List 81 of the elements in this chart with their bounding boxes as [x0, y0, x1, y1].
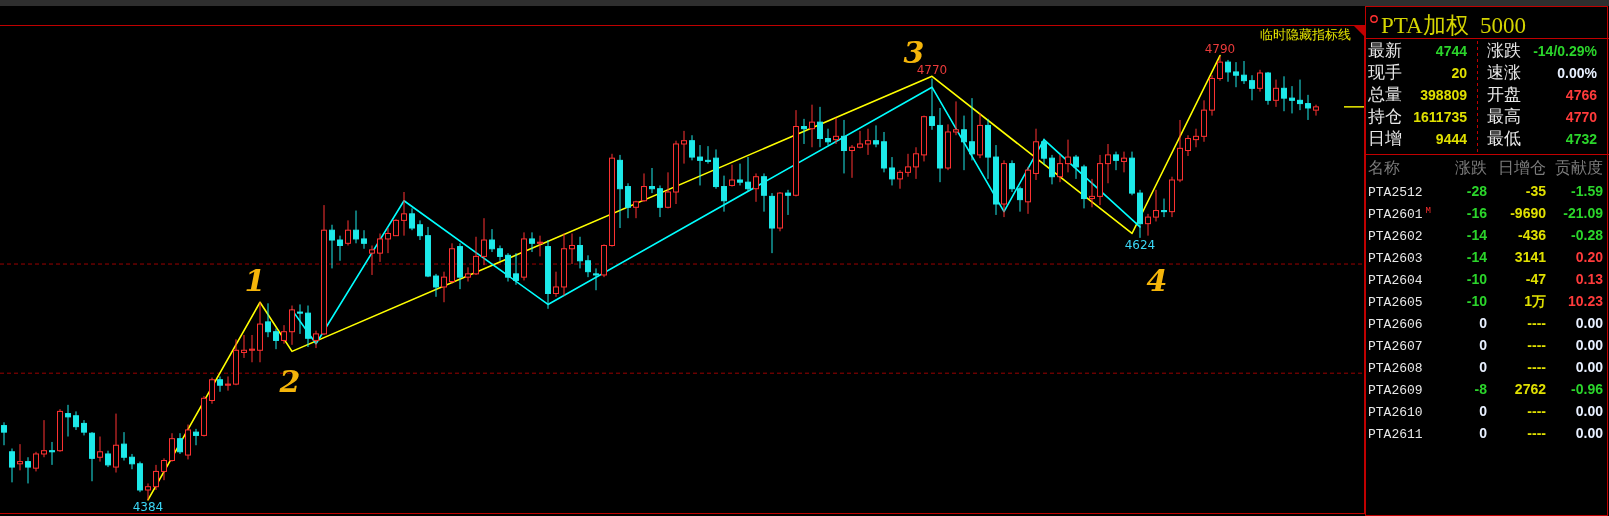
text: 0: [1479, 337, 1488, 353]
text: 4790: [1204, 41, 1236, 56]
text: PTA2601$^{M}$: [1368, 204, 1432, 222]
text: 4770: [1565, 109, 1598, 125]
annotation: 2: [278, 364, 301, 399]
text: ----: [1527, 337, 1547, 353]
text: PTA2611: [1368, 427, 1423, 442]
text: PTA2512: [1368, 185, 1423, 200]
annotation: 4: [1146, 263, 1168, 298]
text: 1611735: [1413, 109, 1468, 125]
text: 4732: [1565, 131, 1598, 147]
text: -10: [1466, 293, 1488, 309]
text: 4744: [1435, 43, 1468, 59]
text: 最新: [1368, 40, 1402, 60]
text: 10.23: [1567, 293, 1604, 309]
text: 398809: [1420, 87, 1468, 103]
text: 开盘: [1487, 84, 1521, 104]
text: 0.00: [1575, 425, 1604, 441]
text: PTA2605: [1368, 295, 1423, 310]
text: 0.00: [1575, 403, 1604, 419]
text: PTA2609: [1368, 383, 1423, 398]
text: 3141: [1514, 249, 1547, 265]
text: 4624: [1124, 237, 1156, 252]
text: 0: [1479, 403, 1488, 419]
text: -0.96: [1571, 381, 1604, 397]
text: ----: [1527, 359, 1547, 375]
text: 0.00%: [1557, 65, 1598, 81]
text: 涨跌: [1455, 158, 1487, 177]
text: 0: [1479, 359, 1488, 375]
text: 0: [1479, 315, 1488, 331]
text: 0.00: [1575, 315, 1604, 331]
text: 4384: [132, 499, 164, 514]
text: 速涨: [1487, 62, 1521, 82]
text: -0.28: [1571, 227, 1604, 243]
text: -28: [1466, 183, 1488, 199]
text: -436: [1517, 227, 1547, 243]
text: PTA2608: [1368, 361, 1423, 376]
text: 20: [1451, 65, 1468, 81]
text: PTA2606: [1368, 317, 1423, 332]
text: 名称: [1368, 158, 1400, 177]
text: -47: [1525, 271, 1547, 287]
text: 现手: [1368, 62, 1402, 82]
text: 0.00: [1575, 359, 1604, 375]
text: PTA2602: [1368, 229, 1423, 244]
text: -1.59: [1571, 183, 1604, 199]
text: -10: [1466, 271, 1488, 287]
text: PTA2604: [1368, 273, 1423, 288]
text: ----: [1527, 403, 1547, 419]
text: -16: [1466, 205, 1488, 221]
annotation: 临时隐藏指标线: [1260, 27, 1351, 42]
text: -14: [1466, 227, 1488, 243]
text: 总量: [1367, 84, 1402, 104]
text: 日增仓: [1498, 158, 1546, 177]
text: 0.00: [1575, 337, 1604, 353]
text: 日增: [1368, 128, 1402, 148]
text: ----: [1527, 315, 1547, 331]
text: ----: [1527, 425, 1547, 441]
text: 最低: [1487, 128, 1521, 148]
text: -9690: [1510, 205, 1547, 221]
text: -35: [1525, 183, 1547, 199]
text: PTA2603: [1368, 251, 1423, 266]
text: -14: [1466, 249, 1488, 265]
text: 0: [1479, 425, 1488, 441]
text: -14/0.29%: [1533, 43, 1598, 59]
text: 贡献度: [1555, 158, 1603, 177]
text: 2762: [1514, 381, 1547, 397]
text: 0.13: [1575, 271, 1604, 287]
text: PTA2607: [1368, 339, 1423, 354]
text: 涨跌: [1487, 40, 1521, 60]
text: 1万: [1524, 293, 1546, 309]
annotation: 1: [244, 263, 266, 298]
text: PTA加权 5000: [1381, 13, 1527, 38]
text: 持仓: [1368, 106, 1402, 126]
text: 4770: [916, 63, 948, 78]
text: 4766: [1565, 87, 1598, 103]
text: 9444: [1435, 131, 1468, 147]
text: 0.20: [1575, 249, 1604, 265]
text: -21.09: [1563, 205, 1604, 221]
text: -8: [1474, 381, 1488, 397]
text: PTA2610: [1368, 405, 1423, 420]
text: 最高: [1487, 106, 1521, 126]
